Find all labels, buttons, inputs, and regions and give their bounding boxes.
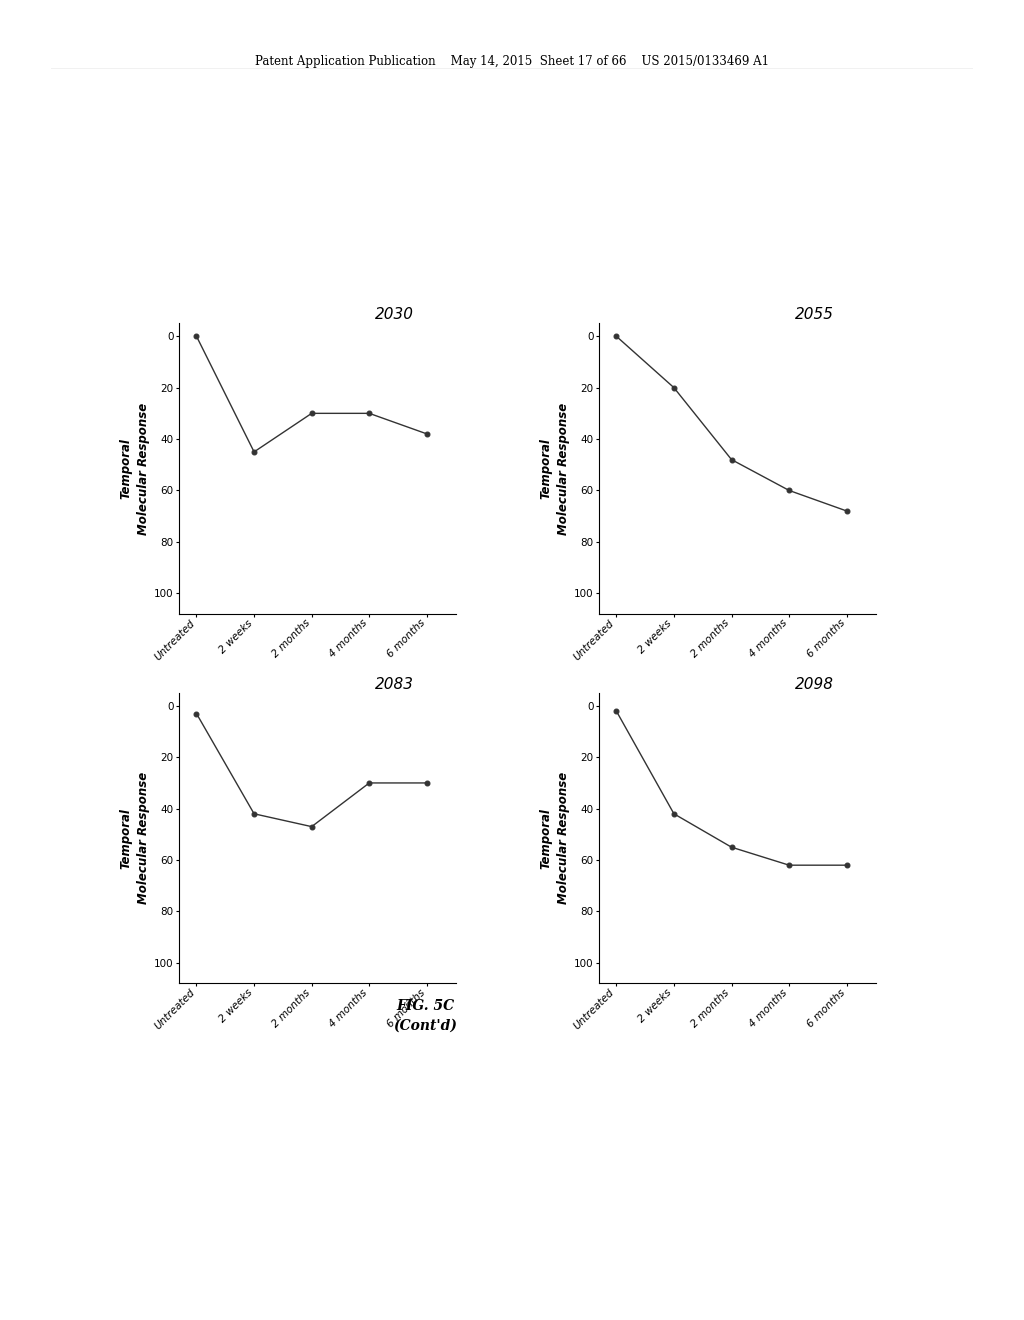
Text: 2030: 2030: [375, 308, 414, 322]
Y-axis label: Temporal
Molecular Response: Temporal Molecular Response: [120, 403, 150, 535]
Text: 2098: 2098: [795, 677, 834, 692]
Text: 2055: 2055: [795, 308, 834, 322]
Y-axis label: Temporal
Molecular Response: Temporal Molecular Response: [540, 772, 569, 904]
Text: (Cont'd): (Cont'd): [393, 1019, 457, 1034]
Y-axis label: Temporal
Molecular Response: Temporal Molecular Response: [120, 772, 150, 904]
Y-axis label: Temporal
Molecular Response: Temporal Molecular Response: [540, 403, 569, 535]
Text: FIG. 5C: FIG. 5C: [396, 999, 454, 1014]
Text: Patent Application Publication    May 14, 2015  Sheet 17 of 66    US 2015/013346: Patent Application Publication May 14, 2…: [255, 55, 769, 69]
Text: 2083: 2083: [375, 677, 414, 692]
